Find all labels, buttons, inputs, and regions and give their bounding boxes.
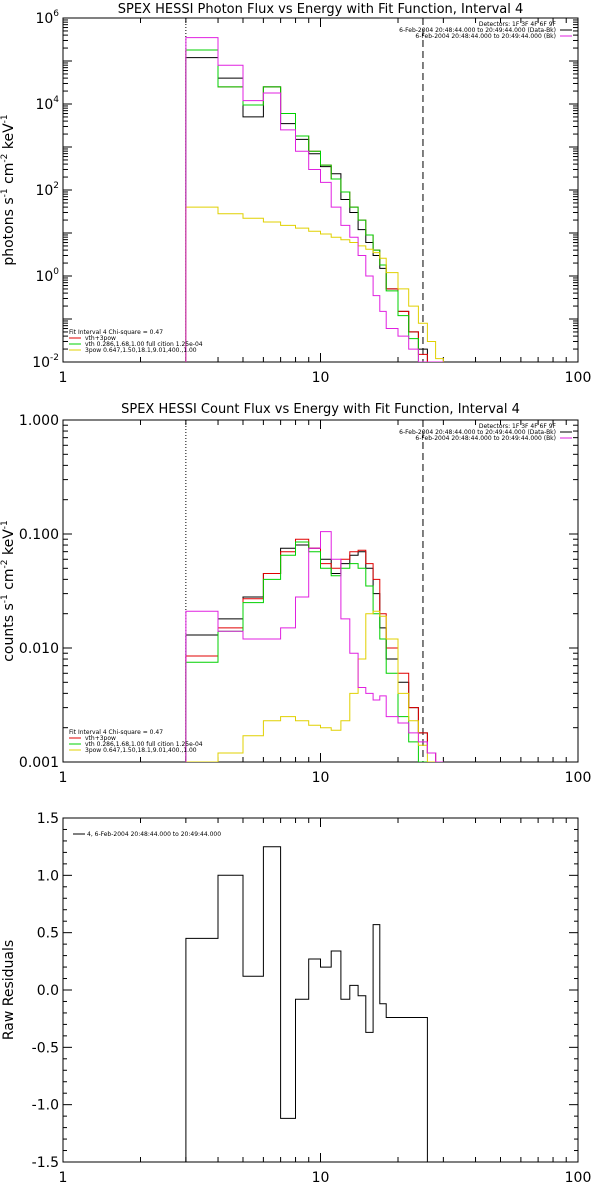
chart-panel-3: 1 10 100 1.5 1.0 0.5 0.0 -0.5 -1.0 -1.5 Raw Residu… [1,811,591,1186]
series-group [185,846,428,1162]
legend-topright-entry: 6-Feb-2004 20:48:44.000 to 20:49:44.000 … [415,33,556,40]
y-tick-label: 0.5 [37,926,59,942]
x-tick-label: 1 [59,1170,68,1186]
y-axis-label-part: Raw Residuals [1,940,17,1040]
legend-topright-entry: Detectors: 1F 3F 4F 6F 9F [479,21,557,28]
legend-entry: 4, 6-Feb-2004 20:48:44.000 to 20:49:44.0… [87,831,221,838]
y-axis-label-part: -1 [0,188,10,197]
x-tick-label: 100 [565,1170,592,1186]
y-tick-label: 106 [35,9,59,27]
y-axis-label: counts s-1 cm-2 keV-1 [0,520,17,662]
plot-frame [62,17,579,363]
y-tick-exp: 4 [53,95,59,105]
x-tick-label: 10 [312,370,330,386]
series-group [185,37,444,362]
y-tick-label: 0.0 [37,983,59,999]
y-tick-label: 102 [35,181,59,199]
legend-entry: vth+3pow [85,735,116,742]
y-tick-base: 10 [35,97,53,113]
y-axis-label-part: -2 [0,154,10,163]
y-axis-label-part: keV [1,123,17,154]
legend-header: Fit Interval 4 Chi-square = 0.47 [69,729,163,736]
y-tick-label: 1.0 [37,868,59,884]
x-tick-label: 1 [59,770,68,786]
y-tick-label: 0.010 [19,641,59,657]
y-axis-label-part: counts s [1,603,17,662]
series-line-2 [185,538,444,762]
series-line-3 [185,49,444,362]
y-tick-label: -1.5 [32,1155,59,1171]
y-axis-label-part: keV [1,529,17,560]
chart-title: SPEX HESSI Photon Flux vs Energy with Fi… [118,2,524,17]
legend-entry: vth 0.286,1.68,1.00 full cition 1.25e-04 [85,341,203,348]
y-axis-label-part: -1 [0,114,10,123]
y-tick-base: 10 [35,269,53,285]
plot-frame [62,419,579,763]
y-tick-label: 104 [35,95,59,113]
series-line-4 [185,610,444,762]
x-tick-label: 1 [59,370,68,386]
x-tick-label: 10 [312,770,330,786]
y-axis-label-part: -1 [0,520,10,529]
y-axis-label-part: -2 [0,559,10,568]
legend-topright-entry: 6-Feb-2004 20:48:44.000 to 20:49:44.000 … [399,429,556,436]
x-tick-label: 100 [565,370,592,386]
series-line-3 [185,541,444,762]
legend-header: Fit Interval 4 Chi-square = 0.47 [69,329,163,336]
y-tick-exp: -2 [50,353,59,363]
y-tick-label: -0.5 [32,1040,59,1056]
legend-entry: 3pow 0.647,1.50,18.1,9.01,400.,1.00 [85,747,197,754]
chart-title: SPEX HESSI Count Flux vs Energy with Fit… [121,402,520,417]
y-tick-exp: 6 [53,9,59,19]
legend-entry: 3pow 0.647,1.50,18.1,9.01,400.,1.00 [85,347,197,354]
y-axis-label: photons s-1 cm-2 keV-1 [0,114,17,265]
x-tick-label: 10 [312,1170,330,1186]
y-tick-label: 0.100 [19,527,59,543]
y-axis-label-part: cm [1,568,17,594]
y-axis-label-part: -1 [0,594,10,603]
y-tick-base: 10 [32,355,50,371]
y-tick-label: 0.001 [19,755,59,771]
chart-panel-2: SPEX HESSI Count Flux vs Energy with Fit… [0,402,591,786]
y-tick-label: 100 [35,267,59,285]
y-axis-label: Raw Residuals [1,940,17,1040]
legend-entry: vth+3pow [85,335,116,342]
series-line-1 [185,57,444,362]
y-tick-exp: 2 [53,181,59,191]
series-line-1 [185,544,444,762]
series-line-1 [185,846,428,1162]
legend-topright-entry: 6-Feb-2004 20:48:44.000 to 20:49:44.000 … [415,435,556,442]
y-tick-label: 10-2 [32,353,59,371]
y-tick-label: 1.000 [19,413,59,429]
y-axis-label-part: photons s [1,197,17,265]
series-group [185,531,444,762]
y-tick-exp: 0 [53,267,59,277]
legend-entry: vth 0.286,1.68,1.00 full cition 1.25e-04 [85,741,203,748]
x-tick-label: 100 [565,770,592,786]
y-tick-label: 1.5 [37,811,59,827]
series-line-5 [185,37,444,362]
series-line-4 [185,206,444,362]
y-tick-label: -1.0 [32,1098,59,1114]
y-axis-label-part: cm [1,163,17,189]
legend-topright-entry: Detectors: 1F 3F 4F 6F 9F [479,423,557,430]
legend-topright-entry: 6-Feb-2004 20:48:44.000 to 20:49:44.000 … [399,27,556,34]
chart-panel-1: SPEX HESSI Photon Flux vs Energy with Fi… [0,2,591,386]
y-tick-base: 10 [35,183,53,199]
plot-frame [62,817,579,1163]
y-tick-base: 10 [35,11,53,27]
series-line-5 [185,531,444,762]
